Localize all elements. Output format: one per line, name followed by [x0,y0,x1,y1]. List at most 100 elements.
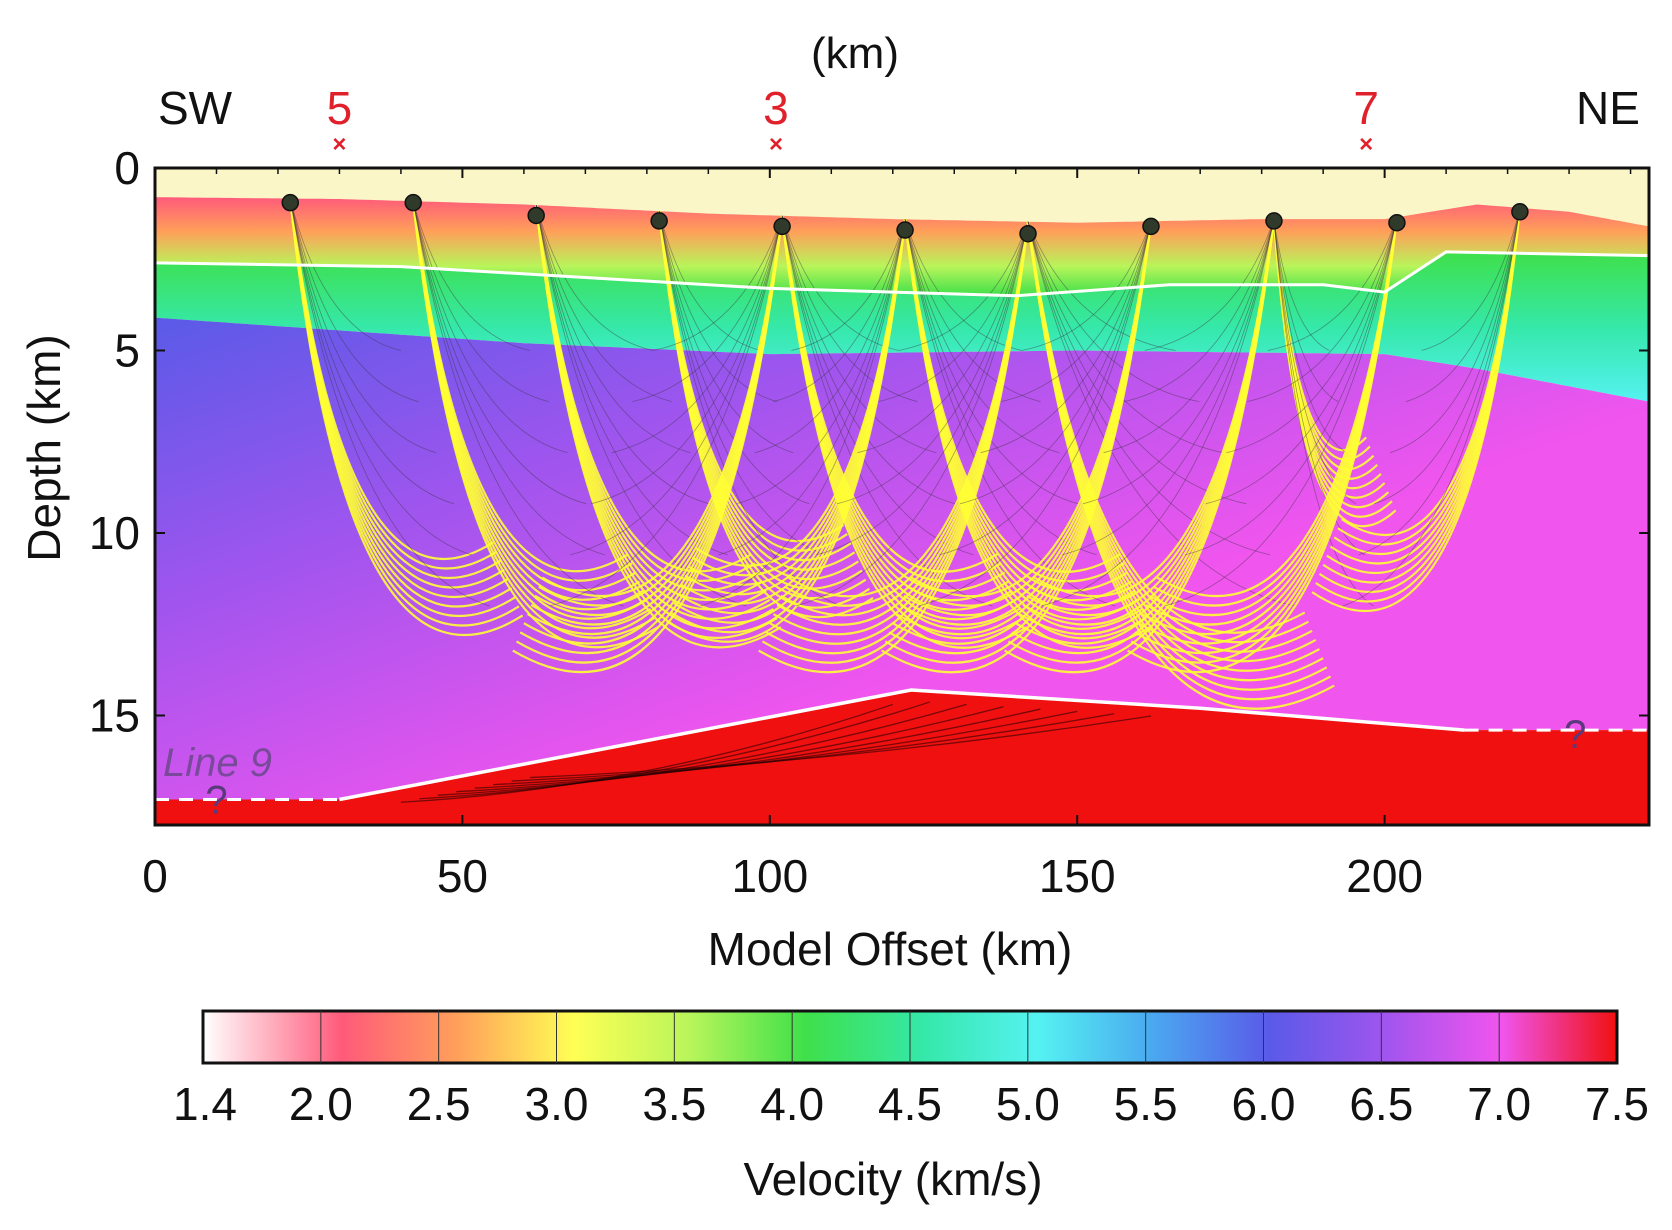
ray-path-thin [904,219,1079,505]
ray-path-thin [904,219,1060,454]
ray-path-thin [1027,221,1294,607]
ray-path-thin [535,205,654,351]
receiver-marker [650,212,668,230]
receiver-marker [1265,212,1283,230]
ray-path-thin [1103,219,1275,454]
colorbar-tick-label: 6.0 [1232,1078,1296,1130]
ray-path-thin [959,221,1152,505]
ray-path-thin [1062,219,1275,556]
ray-path-thin [1027,221,1223,454]
ray-path-thin [918,221,1152,607]
ray-path-thin [289,198,437,454]
ray-path-thin [1041,219,1275,607]
ray-path-thin [718,219,906,556]
reflection-path [456,706,1004,793]
ray-path-thin [658,211,761,351]
ray-fan [412,201,659,649]
ray-path [1026,221,1335,710]
ray-path-thin [1027,221,1271,556]
receiver-marker [896,221,914,239]
ray-path-thin [1389,207,1521,454]
colorbar-tick-label: 4.5 [878,1078,942,1130]
ray-path-thin [1205,217,1398,505]
direction-right-label: NE [1576,82,1640,134]
ray-path-thin [1226,217,1398,454]
ray-path-thin [652,215,783,351]
ray-path-thin [904,219,1022,351]
colorbar-tick-label: 6.5 [1349,1078,1413,1130]
ray-path-thin [904,219,1116,607]
ray-path-thin [611,215,783,454]
ray-path [535,204,782,649]
receiver-markers [281,193,1529,243]
y-tick-label: 15 [89,690,140,742]
ray-path-thin [791,219,906,351]
question-mark: ? [1564,713,1586,757]
colorbar-tick-label: 2.0 [289,1078,353,1130]
x-tick-label: 0 [142,850,168,902]
ray-path-thin [754,219,906,454]
receiver-marker [527,206,545,225]
mantle-layer [155,690,1649,825]
ray-path [758,221,1030,674]
ray-path-thin [1273,219,1339,402]
ray-path-thin [535,205,672,402]
colorbar-tick-label: 7.0 [1467,1078,1531,1130]
ray-path-thin [781,215,937,454]
colorbar-tick-label: 3.0 [525,1078,589,1130]
ray-path-thin [570,215,783,556]
ray-path-thin [1164,217,1398,607]
ray-path-thin [1247,217,1398,402]
plot-frame [153,166,1651,827]
ray-path-thin [1273,219,1374,607]
ray-path [665,219,907,643]
ray-fan [535,204,782,649]
crossing-line-label: 7 [1353,82,1379,134]
ray-path-thin [535,205,691,454]
ray-path-thin [781,215,993,607]
colorbar-tick-label: 7.5 [1585,1078,1649,1130]
reflection-path [474,708,1041,789]
ray-path [1311,207,1521,612]
y-tick-label: 5 [114,325,140,377]
ray-path-thin [549,215,783,607]
ray-path-thin [289,198,419,402]
ray-path [289,198,524,636]
x-tick-label: 100 [731,850,808,902]
crossing-line-label: 3 [763,82,789,134]
y-tick-label: 0 [114,142,140,194]
colorbar-tick-label: 4.0 [760,1078,824,1130]
ray-fan [781,215,1028,649]
ray-path-thin [980,221,1152,454]
ray-path-thin [904,219,1041,402]
ray-fan [512,215,784,674]
ray-path-thin [289,198,402,351]
ray-path [1004,218,1276,674]
ray-path [1272,219,1397,528]
ray-path-thin [1342,207,1521,607]
moho-reflections [400,701,1152,803]
ray-fan [1127,217,1399,674]
ray-path-thin [1421,207,1521,351]
ray-path [781,215,1028,649]
ray-path-thin [289,198,490,607]
ray-path [512,215,784,674]
colorbar-tick-label: 1.4 [173,1078,237,1130]
ray-path-thin [898,221,1029,351]
receiver-marker [1511,203,1529,221]
receiver-marker [773,217,791,236]
ray-path-thin [1124,218,1275,402]
ray-path-thin [1001,221,1152,402]
crossing-line-markers: 5×3×7× [327,82,1379,158]
ray-path-thin [700,219,906,607]
question-mark: ? [205,778,227,822]
chart-title: (km) [811,29,899,78]
velocity-layers [155,168,1649,825]
reflection-path [437,703,967,796]
ray-path-thin [658,211,826,556]
colorbar-tick-label: 5.0 [996,1078,1060,1130]
question-marks: ?? [205,713,1586,823]
ray-path-thin [1273,219,1330,351]
ray-path [658,211,874,619]
